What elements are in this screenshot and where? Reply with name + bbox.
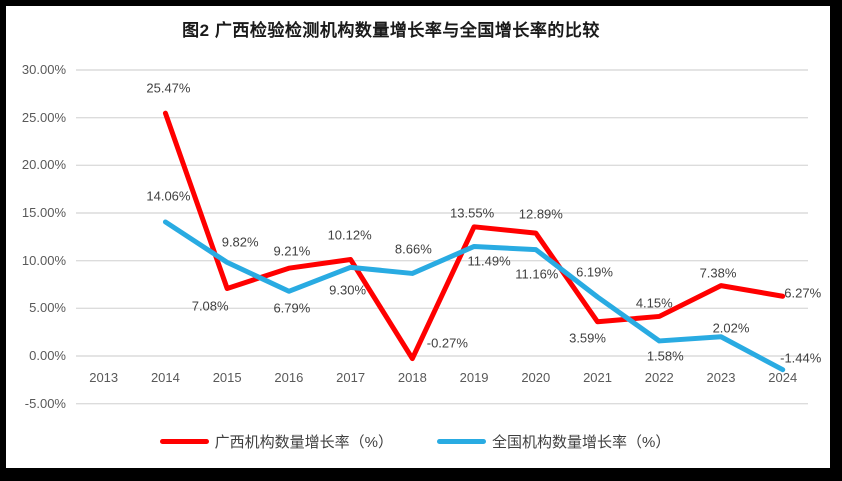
- data-point-label: 1.58%: [646, 348, 684, 364]
- data-point-label: 6.79%: [273, 300, 311, 316]
- x-axis-tick-label: 2019: [459, 370, 489, 385]
- x-axis-tick-label: 2016: [274, 370, 304, 385]
- data-point-label: 11.49%: [467, 253, 511, 269]
- data-point-label: 3.59%: [569, 330, 606, 346]
- x-axis-tick-label: 2015: [212, 370, 242, 385]
- x-axis-tick-label: 2023: [706, 370, 736, 385]
- legend-item: 全国机构数量增长率（%）: [437, 431, 670, 452]
- legend-label: 广西机构数量增长率（%）: [214, 434, 393, 451]
- legend-label: 全国机构数量增长率（%）: [492, 434, 671, 451]
- data-point-label: 9.21%: [273, 243, 311, 259]
- y-axis-tick-label: 25.00%: [21, 109, 66, 125]
- data-point-label: 7.08%: [191, 298, 229, 313]
- data-point-label: 8.66%: [394, 241, 432, 257]
- x-axis-tick-label: 2018: [397, 370, 427, 385]
- chart-title: 图2 广西检验检测机构数量增长率与全国增长率的比较: [182, 21, 600, 40]
- x-axis-tick-label: 2024: [768, 370, 798, 385]
- x-axis-tick-label: 2020: [521, 370, 551, 385]
- data-point-label: 10.12%: [327, 227, 372, 243]
- data-point-label: 4.15%: [635, 295, 673, 311]
- data-point-label: 7.38%: [699, 265, 737, 281]
- y-axis-tick-label: 20.00%: [21, 157, 66, 173]
- data-point-label: 2.02%: [712, 320, 750, 336]
- y-axis-tick-label: 0.00%: [29, 348, 66, 363]
- data-point-label: 6.19%: [576, 264, 613, 280]
- series-line: [162, 110, 786, 362]
- data-point-label: 12.89%: [518, 206, 563, 222]
- data-point-label: 13.55%: [450, 205, 495, 221]
- x-axis-tick-label: 2014: [150, 370, 180, 385]
- data-point-label: 6.27%: [784, 285, 822, 301]
- data-point-label: 9.82%: [221, 234, 259, 250]
- legend-item: 广西机构数量增长率（%）: [159, 431, 393, 452]
- y-axis-tick-label: 30.00%: [21, 62, 66, 77]
- data-point-label: 11.16%: [515, 266, 559, 282]
- x-axis-tick-label: 2013: [89, 370, 119, 385]
- data-point-label: 9.30%: [329, 282, 367, 298]
- data-point-label: 25.47%: [146, 80, 191, 96]
- y-axis-tick-label: 5.00%: [29, 300, 66, 316]
- y-axis-tick-label: -5.00%: [24, 395, 66, 411]
- x-axis-tick-label: 2017: [336, 370, 366, 385]
- legend: 广西机构数量增长率（%） 全国机构数量增长率（%）: [6, 431, 830, 452]
- data-point-label: -0.27%: [426, 335, 468, 351]
- series-line: [162, 219, 786, 373]
- data-point-label: -1.44%: [780, 350, 822, 366]
- legend-line-swatch: [437, 439, 486, 444]
- y-axis-tick-label: 10.00%: [21, 252, 66, 268]
- y-axis-tick-label: 15.00%: [21, 205, 66, 220]
- x-axis-tick-label: 2022: [644, 370, 674, 385]
- x-axis-tick-label: 2021: [583, 370, 612, 385]
- legend-line-swatch: [159, 439, 209, 444]
- data-point-label: 14.06%: [146, 188, 191, 204]
